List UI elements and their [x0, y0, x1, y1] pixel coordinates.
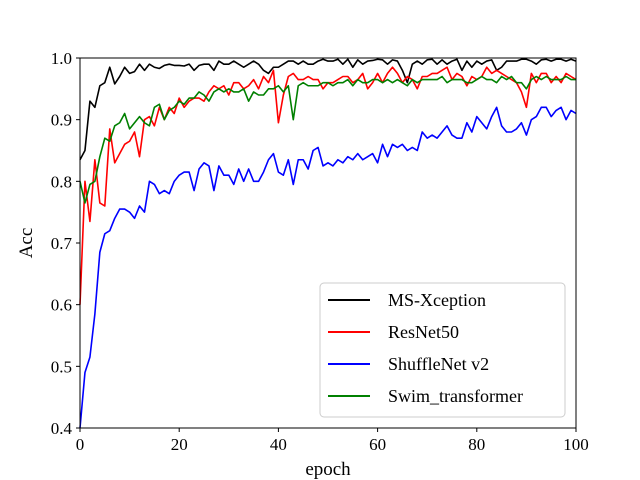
series-line-shufflenet-v2	[79, 106, 577, 429]
x-tick-label: 40	[270, 435, 287, 454]
series-line-swim-transformer	[79, 75, 576, 204]
y-tick-label: 1.0	[51, 49, 72, 68]
x-tick-label: 80	[468, 435, 485, 454]
y-tick-label: 0.6	[51, 296, 72, 315]
legend-label: Swim_transformer	[388, 386, 523, 406]
y-tick-label: 0.7	[51, 234, 73, 253]
y-tick-label: 0.9	[51, 111, 72, 130]
legend: MS-Xception ResNet50 ShuffleNet v2 Swim_tra…	[319, 282, 566, 418]
x-tick-label: 60	[369, 435, 386, 454]
x-tick-label: 100	[563, 435, 589, 454]
axis-layer: 0 20 40 60 80 100 0.4 0.5 0.6 0.7 0.8 0.9 1.0	[51, 49, 589, 454]
legend-box	[319, 282, 566, 418]
y-axis-label: Acc	[16, 228, 37, 259]
y-tick-label: 0.5	[51, 357, 72, 376]
x-axis-label: epoch	[305, 459, 351, 480]
series-layer	[79, 58, 577, 429]
y-tick-label: 0.8	[51, 172, 72, 191]
y-tick-label: 0.4	[51, 419, 73, 438]
series-line-ms-xception	[79, 58, 577, 161]
legend-label: ShuffleNet v2	[388, 354, 489, 374]
legend-label: MS-Xception	[388, 290, 486, 310]
x-tick-label: 0	[76, 435, 85, 454]
legend-label: ResNet50	[388, 322, 459, 342]
x-tick-label: 20	[171, 435, 188, 454]
